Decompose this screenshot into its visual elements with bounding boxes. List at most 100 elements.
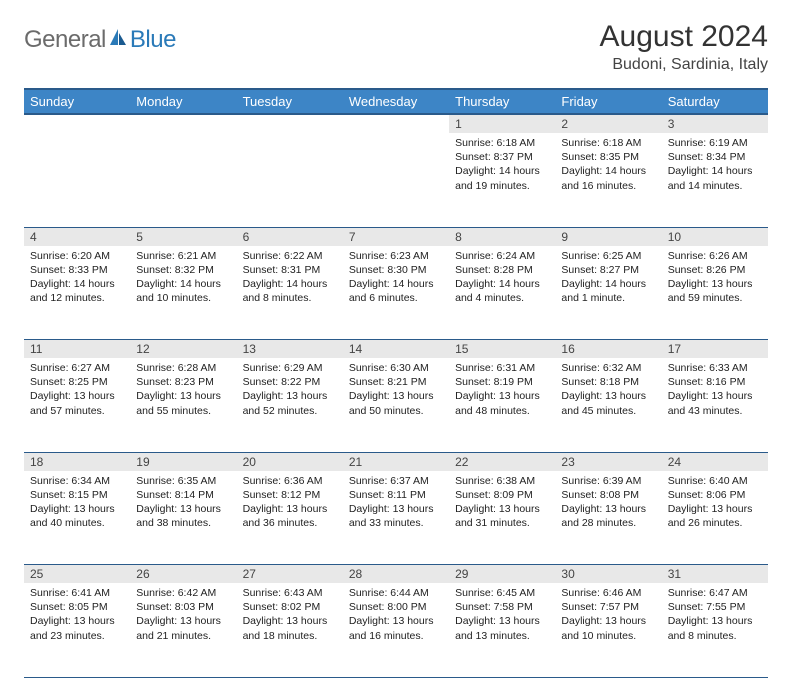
sunrise-text: Sunrise: 6:35 AM [136, 474, 230, 488]
sunset-text: Sunset: 8:35 PM [561, 150, 655, 164]
day-number-cell: 11 [24, 340, 130, 359]
daylight-text-1: Daylight: 13 hours [561, 389, 655, 403]
day-content-cell: Sunrise: 6:27 AMSunset: 8:25 PMDaylight:… [24, 358, 130, 452]
daylight-text-1: Daylight: 14 hours [668, 164, 762, 178]
sunset-text: Sunset: 7:57 PM [561, 600, 655, 614]
day-number-cell: 8 [449, 227, 555, 246]
sunrise-text: Sunrise: 6:46 AM [561, 586, 655, 600]
daylight-text-2: and 12 minutes. [30, 291, 124, 305]
sunrise-text: Sunrise: 6:18 AM [455, 136, 549, 150]
sunrise-text: Sunrise: 6:26 AM [668, 249, 762, 263]
day-number-cell: 2 [555, 114, 661, 133]
sunset-text: Sunset: 8:12 PM [243, 488, 337, 502]
day-number-row: 45678910 [24, 227, 768, 246]
day-number-cell: 23 [555, 452, 661, 471]
daylight-text-1: Daylight: 14 hours [455, 277, 549, 291]
day-number-cell: 21 [343, 452, 449, 471]
day-content-cell: Sunrise: 6:47 AMSunset: 7:55 PMDaylight:… [662, 583, 768, 677]
day-number-cell: 15 [449, 340, 555, 359]
daylight-text-1: Daylight: 13 hours [30, 614, 124, 628]
day-content-cell: Sunrise: 6:43 AMSunset: 8:02 PMDaylight:… [237, 583, 343, 677]
sunset-text: Sunset: 8:06 PM [668, 488, 762, 502]
page-subtitle: Budoni, Sardinia, Italy [600, 56, 768, 74]
sunset-text: Sunset: 8:00 PM [349, 600, 443, 614]
sunrise-text: Sunrise: 6:19 AM [668, 136, 762, 150]
day-number-row: 25262728293031 [24, 565, 768, 584]
daylight-text-2: and 21 minutes. [136, 629, 230, 643]
daylight-text-1: Daylight: 13 hours [30, 389, 124, 403]
day-number-cell [343, 114, 449, 133]
day-content-cell: Sunrise: 6:19 AMSunset: 8:34 PMDaylight:… [662, 133, 768, 227]
sunrise-text: Sunrise: 6:25 AM [561, 249, 655, 263]
day-number-cell: 18 [24, 452, 130, 471]
calendar-table: Sunday Monday Tuesday Wednesday Thursday… [24, 88, 768, 678]
sunrise-text: Sunrise: 6:44 AM [349, 586, 443, 600]
day-number-cell: 24 [662, 452, 768, 471]
daylight-text-2: and 8 minutes. [668, 629, 762, 643]
day-content-cell: Sunrise: 6:31 AMSunset: 8:19 PMDaylight:… [449, 358, 555, 452]
daylight-text-1: Daylight: 13 hours [30, 502, 124, 516]
daylight-text-2: and 36 minutes. [243, 516, 337, 530]
day-number-cell: 29 [449, 565, 555, 584]
weekday-header-row: Sunday Monday Tuesday Wednesday Thursday… [24, 89, 768, 114]
logo-text-blue: Blue [130, 26, 176, 54]
sunrise-text: Sunrise: 6:32 AM [561, 361, 655, 375]
day-number-cell: 28 [343, 565, 449, 584]
day-content-cell: Sunrise: 6:30 AMSunset: 8:21 PMDaylight:… [343, 358, 449, 452]
sunrise-text: Sunrise: 6:24 AM [455, 249, 549, 263]
day-number-row: 123 [24, 114, 768, 133]
day-number-cell: 4 [24, 227, 130, 246]
sunset-text: Sunset: 8:33 PM [30, 263, 124, 277]
sunrise-text: Sunrise: 6:38 AM [455, 474, 549, 488]
sunset-text: Sunset: 8:15 PM [30, 488, 124, 502]
sunrise-text: Sunrise: 6:37 AM [349, 474, 443, 488]
sunrise-text: Sunrise: 6:29 AM [243, 361, 337, 375]
day-number-cell: 16 [555, 340, 661, 359]
sunset-text: Sunset: 8:14 PM [136, 488, 230, 502]
sunrise-text: Sunrise: 6:45 AM [455, 586, 549, 600]
day-number-cell [24, 114, 130, 133]
day-content-cell: Sunrise: 6:45 AMSunset: 7:58 PMDaylight:… [449, 583, 555, 677]
sunrise-text: Sunrise: 6:36 AM [243, 474, 337, 488]
weekday-header: Wednesday [343, 89, 449, 114]
day-number-cell: 12 [130, 340, 236, 359]
daylight-text-1: Daylight: 14 hours [561, 164, 655, 178]
day-content-row: Sunrise: 6:18 AMSunset: 8:37 PMDaylight:… [24, 133, 768, 227]
daylight-text-1: Daylight: 13 hours [455, 502, 549, 516]
day-number-cell: 20 [237, 452, 343, 471]
daylight-text-2: and 57 minutes. [30, 404, 124, 418]
sunset-text: Sunset: 8:34 PM [668, 150, 762, 164]
daylight-text-2: and 10 minutes. [561, 629, 655, 643]
sunset-text: Sunset: 8:30 PM [349, 263, 443, 277]
day-content-cell: Sunrise: 6:36 AMSunset: 8:12 PMDaylight:… [237, 471, 343, 565]
day-content-cell: Sunrise: 6:26 AMSunset: 8:26 PMDaylight:… [662, 246, 768, 340]
day-number-cell: 7 [343, 227, 449, 246]
day-number-cell: 14 [343, 340, 449, 359]
daylight-text-2: and 45 minutes. [561, 404, 655, 418]
day-content-cell: Sunrise: 6:38 AMSunset: 8:09 PMDaylight:… [449, 471, 555, 565]
daylight-text-2: and 16 minutes. [561, 179, 655, 193]
day-content-row: Sunrise: 6:27 AMSunset: 8:25 PMDaylight:… [24, 358, 768, 452]
sunset-text: Sunset: 8:09 PM [455, 488, 549, 502]
daylight-text-1: Daylight: 14 hours [243, 277, 337, 291]
sunset-text: Sunset: 8:21 PM [349, 375, 443, 389]
daylight-text-2: and 8 minutes. [243, 291, 337, 305]
day-number-cell: 31 [662, 565, 768, 584]
day-content-cell: Sunrise: 6:18 AMSunset: 8:37 PMDaylight:… [449, 133, 555, 227]
sunset-text: Sunset: 8:28 PM [455, 263, 549, 277]
sunrise-text: Sunrise: 6:47 AM [668, 586, 762, 600]
sunset-text: Sunset: 7:55 PM [668, 600, 762, 614]
weekday-header: Monday [130, 89, 236, 114]
sunset-text: Sunset: 8:02 PM [243, 600, 337, 614]
day-content-row: Sunrise: 6:20 AMSunset: 8:33 PMDaylight:… [24, 246, 768, 340]
daylight-text-1: Daylight: 13 hours [668, 614, 762, 628]
day-content-cell: Sunrise: 6:29 AMSunset: 8:22 PMDaylight:… [237, 358, 343, 452]
daylight-text-1: Daylight: 14 hours [30, 277, 124, 291]
daylight-text-1: Daylight: 14 hours [561, 277, 655, 291]
sunset-text: Sunset: 8:26 PM [668, 263, 762, 277]
day-number-cell: 27 [237, 565, 343, 584]
daylight-text-2: and 13 minutes. [455, 629, 549, 643]
daylight-text-2: and 6 minutes. [349, 291, 443, 305]
day-content-cell: Sunrise: 6:32 AMSunset: 8:18 PMDaylight:… [555, 358, 661, 452]
sunset-text: Sunset: 8:25 PM [30, 375, 124, 389]
